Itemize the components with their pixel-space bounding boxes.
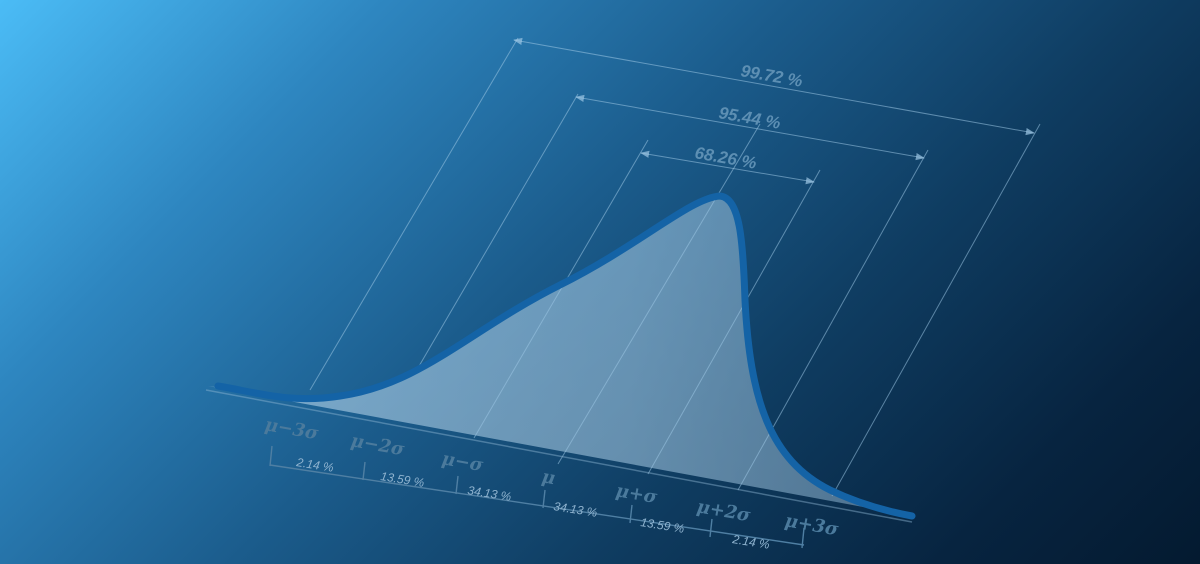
segment-percent: 2.14 % xyxy=(295,455,335,475)
sigma-label: μ xyxy=(540,466,557,489)
sigma-label: μ+σ xyxy=(614,480,659,508)
segment-percent: 13.59 % xyxy=(380,469,426,490)
guide-line xyxy=(309,37,519,391)
baseline xyxy=(205,389,913,523)
segment-percent: 34.13 % xyxy=(553,499,599,520)
sigma-label: μ+2σ xyxy=(695,496,753,526)
segment-percents: 2.14 % 13.59 % 34.13 % 34.13 % 13.59 % 2… xyxy=(295,455,771,552)
segment-brackets xyxy=(269,445,805,549)
bracket-95-label: 95.44 % xyxy=(717,103,782,133)
bracket-95-arrow xyxy=(575,94,925,161)
sigma-label: μ−2σ xyxy=(349,430,407,460)
guide-line xyxy=(647,169,821,475)
guide-line xyxy=(737,149,929,491)
bracket-68-label: 68.26 % xyxy=(693,143,758,173)
guide-line xyxy=(473,139,649,439)
segment-percent: 34.13 % xyxy=(467,483,513,504)
bracket-99-arrow xyxy=(513,37,1035,136)
sigma-label: μ−σ xyxy=(440,448,485,476)
bracket-68-arrow xyxy=(640,150,815,185)
range-brackets: 99.72 % 95.44 % 68.26 % xyxy=(513,37,1035,185)
guide-line xyxy=(831,123,1041,497)
curve-area xyxy=(208,196,912,516)
sigma-label: μ+3σ xyxy=(783,510,841,540)
sigma-label: μ−3σ xyxy=(263,414,321,444)
guide-line xyxy=(414,93,579,374)
distribution-curve xyxy=(214,192,916,520)
segment-percent: 2.14 % xyxy=(731,532,771,552)
segment-percent: 13.59 % xyxy=(640,515,686,536)
